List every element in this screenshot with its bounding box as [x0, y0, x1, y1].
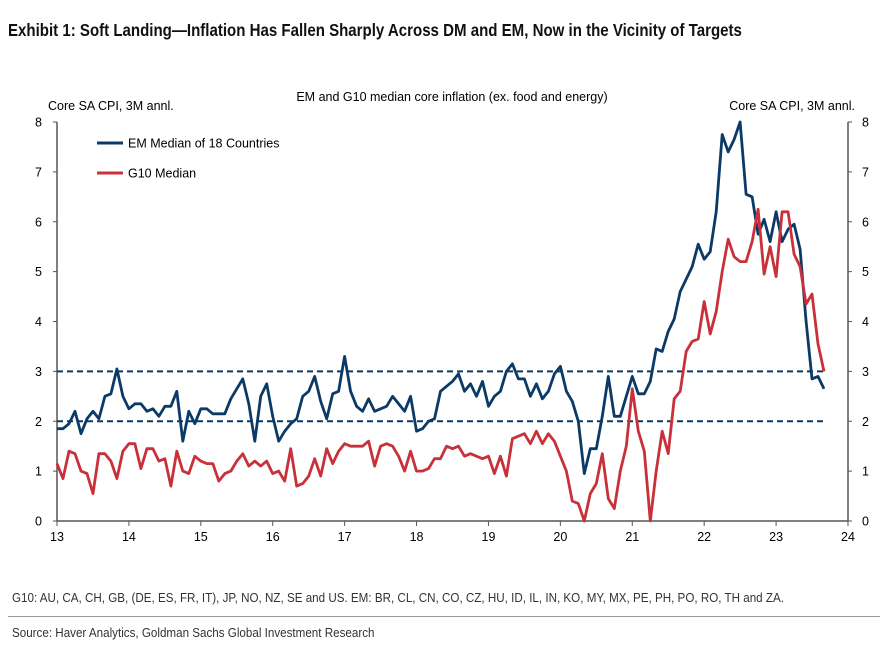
y-tick-label-right: 5 — [862, 265, 869, 279]
x-tick-label: 18 — [410, 530, 424, 544]
y-tick-label-right: 2 — [862, 415, 869, 429]
footnote: G10: AU, CA, CH, GB, (DE, ES, FR, IT), J… — [12, 591, 784, 605]
x-tick-label: 21 — [625, 530, 639, 544]
chart-title: EM and G10 median core inflation (ex. fo… — [296, 90, 607, 104]
axes: 0 01 12 23 34 45 56 67 78 813 14 15 16 17 18 19 20 21 22 23… — [35, 116, 869, 545]
x-tick-label: 15 — [194, 530, 208, 544]
y-tick-label-left: 5 — [35, 265, 42, 279]
legend-label-em: EM Median of 18 Countries — [128, 137, 279, 151]
x-tick-label: 20 — [553, 530, 567, 544]
y-tick-label-left: 0 — [35, 515, 42, 529]
y-tick-label-right: 0 — [862, 515, 869, 529]
source-note: Source: Haver Analytics, Goldman Sachs G… — [12, 626, 375, 640]
x-tick-label: 13 — [50, 530, 64, 544]
x-tick-label: 22 — [697, 530, 711, 544]
y-axis-label-right: Core SA CPI, 3M annl. — [729, 99, 855, 113]
y-tick-label-right: 4 — [862, 315, 869, 329]
series-lines — [55, 120, 826, 523]
y-tick-label-left: 3 — [35, 365, 42, 379]
y-tick-label-left: 2 — [35, 415, 42, 429]
x-tick-label: 24 — [841, 530, 855, 544]
y-axis-label-left: Core SA CPI, 3M annl. — [48, 99, 174, 113]
x-tick-label: 16 — [266, 530, 280, 544]
series-line-g10 — [55, 207, 826, 523]
legend: EM Median of 18 Countries G10 Median — [97, 137, 279, 181]
x-tick-label: 17 — [338, 530, 352, 544]
x-tick-label: 14 — [122, 530, 136, 544]
y-tick-label-left: 4 — [35, 315, 42, 329]
exhibit-title: Exhibit 1: Soft Landing—Inflation Has Fa… — [8, 20, 742, 40]
y-tick-label-left: 7 — [35, 165, 42, 179]
y-tick-label-right: 1 — [862, 465, 869, 479]
legend-label-g10: G10 Median — [128, 167, 196, 181]
x-tick-label: 23 — [769, 530, 783, 544]
y-tick-label-left: 8 — [35, 116, 42, 130]
y-tick-label-right: 3 — [862, 365, 869, 379]
y-tick-label-left: 1 — [35, 465, 42, 479]
y-tick-label-left: 6 — [35, 215, 42, 229]
y-tick-label-right: 7 — [862, 165, 869, 179]
y-tick-label-right: 8 — [862, 116, 869, 130]
reference-lines — [57, 370, 825, 423]
series-line-em — [57, 120, 826, 476]
y-tick-label-right: 6 — [862, 215, 869, 229]
divider — [8, 616, 880, 617]
x-tick-label: 19 — [482, 530, 496, 544]
